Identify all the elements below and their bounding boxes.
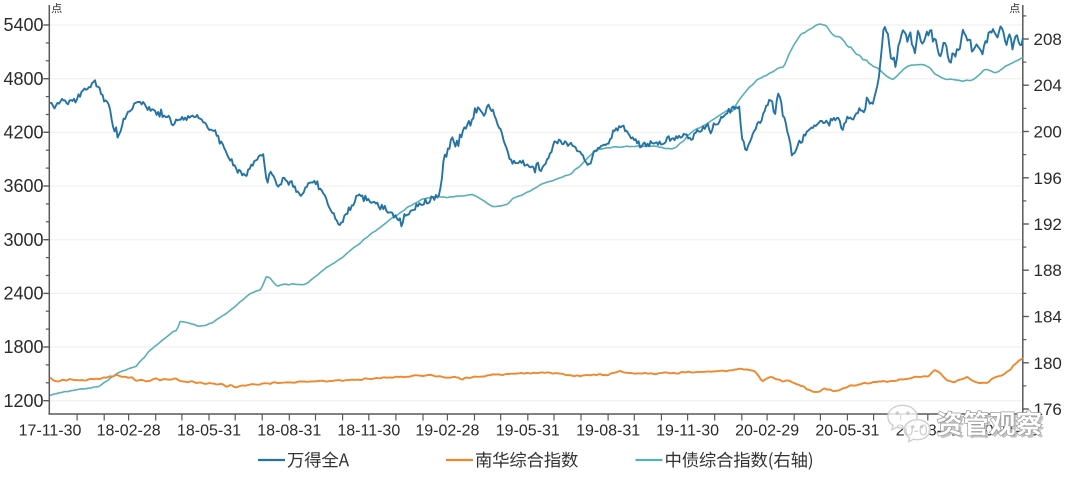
svg-text:3600: 3600 [3,176,43,196]
svg-text:19-02-28: 19-02-28 [415,423,479,440]
svg-text:19-05-31: 19-05-31 [496,423,560,440]
svg-text:19-08-31: 19-08-31 [576,423,640,440]
svg-text:3000: 3000 [3,230,43,250]
svg-text:1200: 1200 [3,391,43,411]
svg-text:200: 200 [1034,123,1062,142]
svg-text:19-11-30: 19-11-30 [656,423,719,440]
svg-text:188: 188 [1034,261,1062,280]
svg-text:20-05-31: 20-05-31 [815,423,879,440]
svg-text:5400: 5400 [3,15,43,35]
svg-text:184: 184 [1034,308,1062,327]
svg-text:208: 208 [1034,30,1062,49]
svg-text:18-05-31: 18-05-31 [177,423,241,440]
svg-text:192: 192 [1034,215,1062,234]
svg-text:180: 180 [1034,354,1062,373]
svg-text:18-08-31: 18-08-31 [257,423,321,440]
svg-text:20-02-29: 20-02-29 [735,423,799,440]
svg-text:17-11-30: 17-11-30 [19,423,82,440]
svg-text:4200: 4200 [3,123,43,143]
svg-text:18-11-30: 18-11-30 [337,423,400,440]
svg-text:2400: 2400 [3,284,43,304]
svg-text:196: 196 [1034,169,1062,188]
svg-text:4800: 4800 [3,69,43,89]
svg-text:1800: 1800 [3,337,43,357]
svg-text:204: 204 [1034,76,1062,95]
svg-text:18-02-28: 18-02-28 [97,423,161,440]
